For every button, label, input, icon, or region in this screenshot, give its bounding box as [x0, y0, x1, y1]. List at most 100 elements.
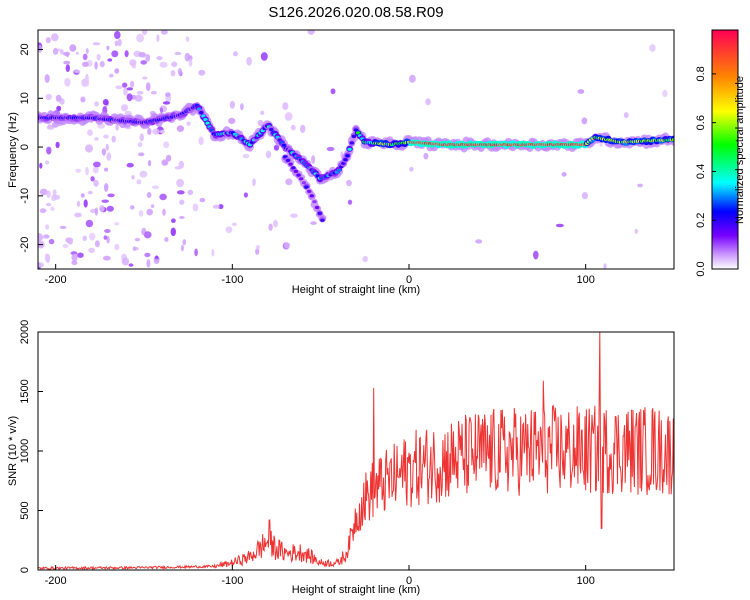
spectrogram-noise-cell [161, 159, 169, 166]
spectrogram-noise-cell [145, 82, 151, 91]
spectrogram-marks [38, 30, 674, 269]
spectrogram-noise-cell [300, 124, 306, 133]
spectrogram-noise-cell [82, 53, 88, 61]
spectrogram-noise-cell [51, 33, 59, 42]
spectrogram-noise-cell [180, 244, 184, 252]
spectrogram-noise-cell [182, 239, 186, 246]
spectrogram-noise-cell [599, 143, 603, 147]
spectrogram-noise-cell [82, 235, 87, 242]
spectrogram-noise-cell [273, 219, 278, 228]
spectrogram-noise-cell [69, 44, 77, 52]
spectrogram-noise-cell [199, 197, 206, 203]
spectrogram-noise-cell [307, 30, 315, 35]
spectrogram-noise-cell [141, 30, 148, 36]
spectrogram-noise-cell [46, 146, 52, 155]
spectrogram-ridge-core [205, 121, 210, 125]
spectrogram-noise-cell [581, 192, 589, 200]
spectrogram-noise-cell [165, 154, 172, 162]
spectrogram-noise-cell [141, 228, 146, 236]
spectrogram-noise-cell [252, 178, 256, 187]
spectrogram-y-label: Frequency (Hz) [7, 112, 19, 188]
spectrogram-noise-cell [114, 222, 120, 226]
spectrogram-noise-cell [240, 103, 244, 111]
snr-panel: -200 -100 0 100 0 500 1000 1500 2000 Height of … [7, 320, 675, 596]
y-tick-label: -20 [19, 237, 31, 253]
spectrogram-noise-cell [330, 88, 336, 95]
spectrogram-noise-cell [159, 129, 166, 134]
spectrogram-noise-cell [88, 232, 96, 241]
spectrogram-noise-cell [111, 50, 119, 58]
y-tick-label: 500 [19, 501, 31, 519]
spectrogram-noise-cell [290, 124, 296, 131]
spectrogram-noise-cell [603, 263, 607, 269]
spectrogram-noise-cell [121, 104, 128, 112]
spectrogram-noise-cell [38, 262, 44, 268]
colorbar-tick-label: 0.4 [695, 164, 707, 179]
spectrogram-noise-cell [260, 52, 268, 61]
spectrogram-noise-cell [176, 190, 185, 195]
spectrogram-noise-cell [126, 87, 133, 91]
spectrogram-noise-cell [142, 76, 148, 80]
spectrogram-noise-cell [229, 100, 235, 109]
x-tick-label: -200 [45, 575, 67, 587]
colorbar-gradient [711, 29, 739, 270]
spectrogram-ridge-core [203, 118, 208, 122]
spectrogram-noise-cell [123, 87, 128, 96]
spectrogram-ridge-core [671, 138, 674, 142]
x-tick-label: 0 [406, 274, 412, 286]
spectrogram-ridge-core [285, 158, 291, 163]
spectrogram-noise-cell [268, 223, 273, 231]
spectrogram-noise-cell [176, 125, 185, 132]
spectrogram-noise-cell [80, 193, 85, 198]
spectrogram-noise-cell [38, 233, 43, 242]
spectrogram-noise-cell [147, 127, 152, 136]
colorbar-ticks: 0.0 0.2 0.4 0.6 0.8 [695, 66, 716, 277]
spectrogram-noise-cell [107, 58, 113, 62]
y-tick-label: -10 [19, 188, 31, 204]
spectrogram-noise-cell [138, 210, 144, 217]
spectrogram-noise-cell [150, 204, 155, 209]
spectrogram-noise-cell [265, 150, 272, 159]
spectrogram-ridge-core [293, 169, 299, 173]
spectrogram-noise-cell [93, 179, 99, 187]
spectrogram-noise-cell [71, 253, 78, 262]
spectrogram-noise-cell [577, 89, 585, 94]
spectrogram-ridge-core [307, 189, 312, 193]
spectrogram-ridge-core [296, 173, 301, 177]
y-tick-label: 0 [19, 567, 31, 573]
spectrogram-noise-cell [114, 40, 119, 47]
spectrogram-noise-cell [122, 82, 128, 88]
spectrogram-noise-cell [131, 175, 135, 180]
spectrogram-noise-cell [285, 178, 293, 186]
spectrogram-noise-cell [87, 129, 93, 137]
spectrogram-noise-cell [93, 161, 101, 168]
spectrogram-noise-cell [156, 34, 160, 42]
spectrogram-noise-cell [106, 235, 110, 244]
colorbar-label: Normalized spectral amplitude [734, 76, 746, 224]
spectrogram-noise-cell [45, 160, 50, 165]
spectrogram-noise-cell [92, 165, 99, 174]
x-tick-label: 0 [406, 575, 412, 587]
y-tick-label: 0 [19, 144, 31, 150]
spectrogram-noise-cell [555, 223, 564, 228]
spectrogram-noise-cell [39, 162, 43, 169]
spectrogram-noise-cell [85, 144, 93, 153]
spectrogram-noise-cell [311, 155, 316, 164]
spectrogram-noise-cell [55, 94, 62, 102]
spectrogram-noise-cell [533, 250, 539, 260]
spectrogram-noise-cell [46, 190, 51, 198]
spectrogram-noise-cell [284, 242, 290, 249]
spectrogram-noise-cell [48, 238, 55, 245]
spectrogram-noise-cell [152, 128, 160, 135]
spectrogram-noise-cell [38, 44, 43, 53]
spectrogram-noise-cell [310, 221, 317, 225]
spectrogram-noise-cell [59, 50, 64, 55]
spectrogram-noise-cell [137, 152, 145, 157]
spectrogram-noise-cell [87, 190, 93, 195]
spectrogram-noise-cell [163, 141, 170, 149]
spectrogram-noise-cell [581, 117, 588, 125]
y-tick-label: 20 [19, 43, 31, 55]
spectrogram-noise-cell [65, 237, 74, 243]
spectrogram-noise-cell [233, 51, 238, 57]
